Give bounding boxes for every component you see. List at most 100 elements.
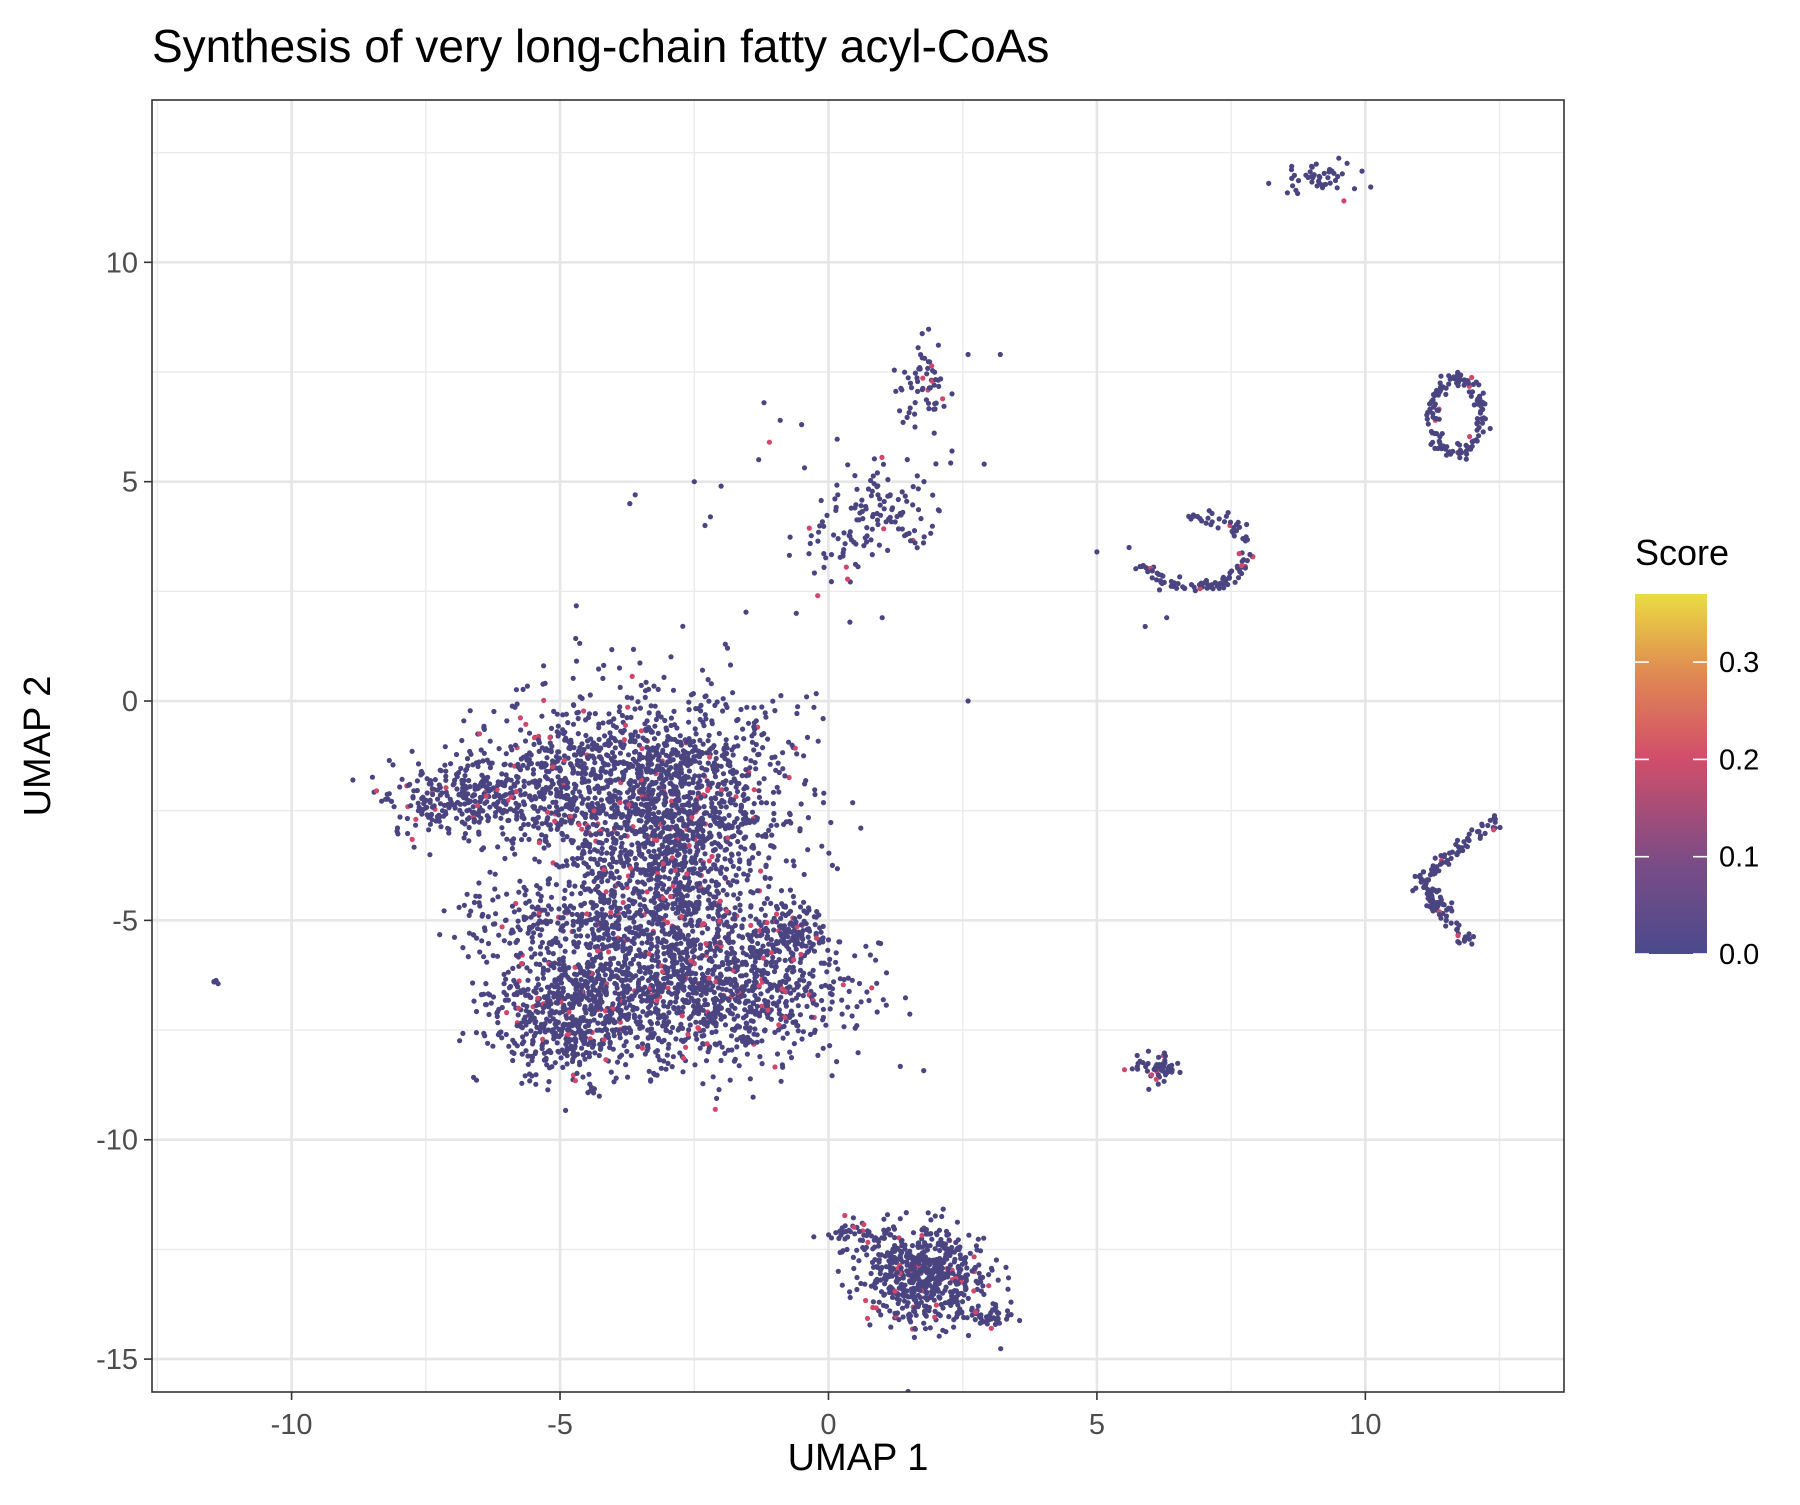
data-point (649, 703, 654, 708)
data-point (533, 1020, 538, 1025)
data-point (951, 1325, 956, 1330)
data-point (646, 785, 651, 790)
data-point (574, 1071, 579, 1076)
data-point (796, 1003, 801, 1008)
data-point (580, 765, 585, 770)
data-point (493, 814, 498, 819)
data-point (698, 717, 703, 722)
data-point (465, 892, 470, 897)
data-point (614, 869, 619, 874)
data-point (722, 816, 727, 821)
data-point (541, 968, 546, 973)
data-point (533, 796, 538, 801)
data-point (665, 1053, 670, 1058)
data-point (672, 863, 677, 868)
data-point (728, 662, 733, 667)
data-point (608, 910, 613, 915)
data-point (597, 1042, 602, 1047)
data-point (814, 691, 819, 696)
data-point (499, 771, 504, 776)
data-point (538, 933, 543, 938)
data-point (517, 907, 522, 912)
data-point (856, 1050, 861, 1055)
data-point (784, 858, 789, 863)
data-point (491, 785, 496, 790)
data-point (766, 884, 771, 889)
data-point (741, 871, 746, 876)
data-point (627, 986, 632, 991)
data-point (715, 699, 720, 704)
data-point (631, 647, 636, 652)
data-point (658, 916, 663, 921)
data-point (827, 985, 832, 990)
data-point (743, 834, 748, 839)
data-point (626, 857, 631, 862)
data-point (551, 709, 556, 714)
data-point (557, 1027, 562, 1032)
data-point (578, 752, 583, 757)
data-point (824, 969, 829, 974)
data-point (430, 786, 435, 791)
data-point (581, 1015, 586, 1020)
data-point (774, 939, 779, 944)
data-point (874, 981, 879, 986)
data-point (592, 847, 597, 852)
data-point (704, 950, 709, 955)
data-point (618, 751, 623, 756)
data-point (544, 762, 549, 767)
data-point (559, 806, 564, 811)
data-point (522, 989, 527, 994)
data-point (981, 1236, 986, 1241)
data-point (649, 898, 654, 903)
data-point (636, 848, 641, 853)
data-point (640, 889, 645, 894)
data-point (738, 844, 743, 849)
data-point (720, 995, 725, 1000)
data-point (474, 1030, 479, 1035)
data-point (606, 743, 611, 748)
data-point (774, 912, 779, 917)
data-point (801, 908, 806, 913)
data-point (584, 983, 589, 988)
data-point (626, 951, 631, 956)
data-point (502, 981, 507, 986)
data-point (441, 814, 446, 819)
data-point (966, 1333, 971, 1338)
data-point (394, 829, 399, 834)
data-point (570, 1059, 575, 1064)
data-point (683, 761, 688, 766)
data-point (616, 881, 621, 886)
data-point (640, 1046, 645, 1051)
data-point (524, 758, 529, 763)
data-point (560, 778, 565, 783)
data-point (705, 1002, 710, 1007)
data-point (422, 799, 427, 804)
data-point (681, 809, 686, 814)
data-point (460, 945, 465, 950)
data-point (768, 876, 773, 881)
data-point (611, 1047, 616, 1052)
data-point (692, 1062, 697, 1067)
data-point (460, 811, 465, 816)
data-point (602, 762, 607, 767)
data-point (521, 816, 526, 821)
data-point (664, 776, 669, 781)
data-point (676, 797, 681, 802)
data-point (614, 1076, 619, 1081)
data-point (796, 1028, 801, 1033)
data-point (710, 721, 715, 726)
data-point (700, 976, 705, 981)
data-point (445, 826, 450, 831)
data-point (379, 799, 384, 804)
data-point (676, 884, 681, 889)
data-point (523, 1015, 528, 1020)
data-point (689, 760, 694, 765)
data-point (536, 815, 541, 820)
data-point (797, 914, 802, 919)
data-point (821, 1007, 826, 1012)
data-point (607, 778, 612, 783)
data-point (704, 810, 709, 815)
data-point (671, 965, 676, 970)
data-point (484, 960, 489, 965)
data-point (526, 822, 531, 827)
